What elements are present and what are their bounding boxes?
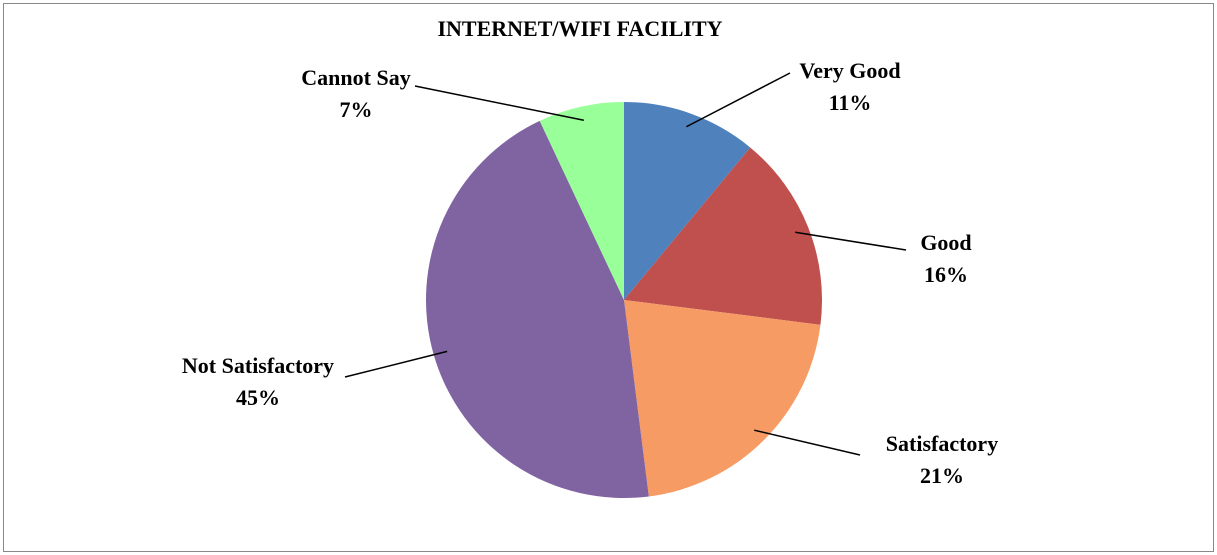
slice-value-label: 16% xyxy=(924,262,968,287)
slice-label: Very Good xyxy=(799,58,900,83)
slice-value-label: 45% xyxy=(236,385,280,410)
pie-slice xyxy=(624,300,821,497)
chart-title: INTERNET/WIFI FACILITY xyxy=(437,16,722,41)
pie-slice xyxy=(624,102,751,300)
slice-label: Not Satisfactory xyxy=(182,353,334,378)
pie-slice xyxy=(624,147,822,325)
leader-line xyxy=(795,231,907,251)
leader-line xyxy=(686,72,791,128)
slice-value-label: 11% xyxy=(829,90,872,115)
slice-label: Satisfactory xyxy=(886,431,998,456)
slice-value-label: 21% xyxy=(920,463,964,488)
slice-label: Cannot Say xyxy=(301,65,410,90)
pie-slice xyxy=(539,102,624,300)
leader-line xyxy=(414,85,584,122)
slice-label: Good xyxy=(920,230,971,255)
pie-slice xyxy=(425,120,649,499)
leader-line xyxy=(754,429,861,456)
slice-value-label: 7% xyxy=(340,97,373,122)
leader-line xyxy=(344,350,448,378)
